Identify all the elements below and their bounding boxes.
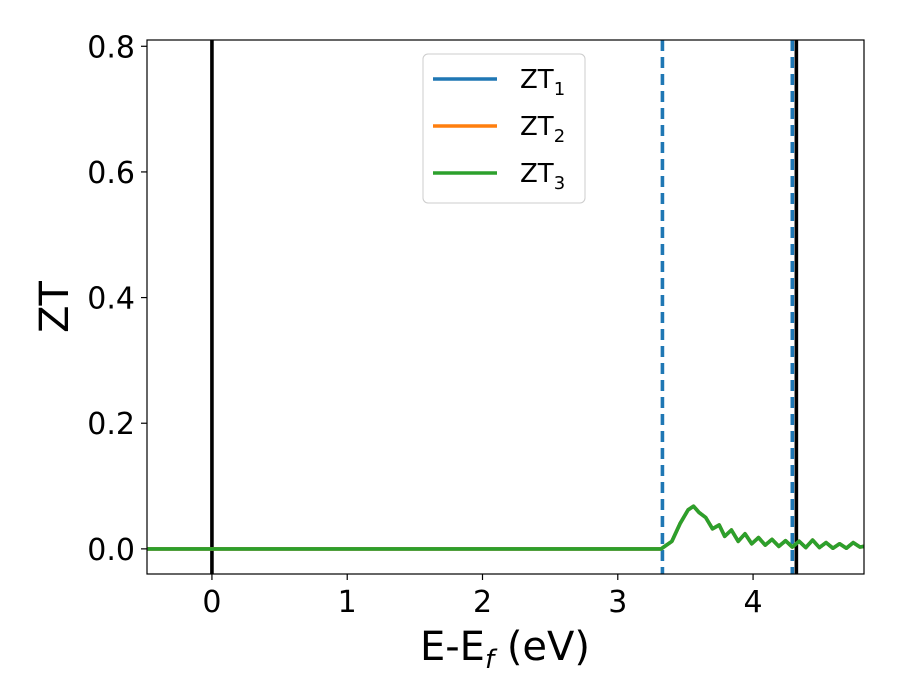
legend-label-zt2: ZT2 — [520, 112, 565, 147]
x-tick-label: 0 — [202, 585, 221, 620]
legend-box — [422, 53, 586, 204]
x-tick-label: 2 — [473, 585, 492, 620]
y-tick-label: 0.4 — [87, 282, 135, 317]
legend-label-zt3: ZT3 — [520, 159, 565, 194]
series-line-zt1 — [147, 504, 864, 551]
x-axis-label-unit: (eV) — [494, 624, 590, 670]
x-tick-label: 3 — [608, 585, 627, 620]
y-tick-label: 0.2 — [87, 407, 135, 442]
series-line-zt2 — [147, 504, 864, 551]
x-axis-label: E-Ef (eV) — [420, 624, 590, 675]
y-tick-label: 0.0 — [87, 533, 135, 568]
legend-label-zt1: ZT1 — [520, 65, 565, 100]
x-tick-label: 4 — [744, 585, 763, 620]
x-tick-label: 1 — [338, 585, 357, 620]
plot-area-frame — [146, 39, 865, 575]
y-tick-label: 0.8 — [87, 30, 135, 65]
legend: ZT1 ZT2 ZT3 — [422, 53, 586, 204]
y-axis-label: ZT — [32, 281, 78, 333]
series-line-zt3 — [147, 504, 864, 551]
y-tick-label: 0.6 — [87, 156, 135, 191]
